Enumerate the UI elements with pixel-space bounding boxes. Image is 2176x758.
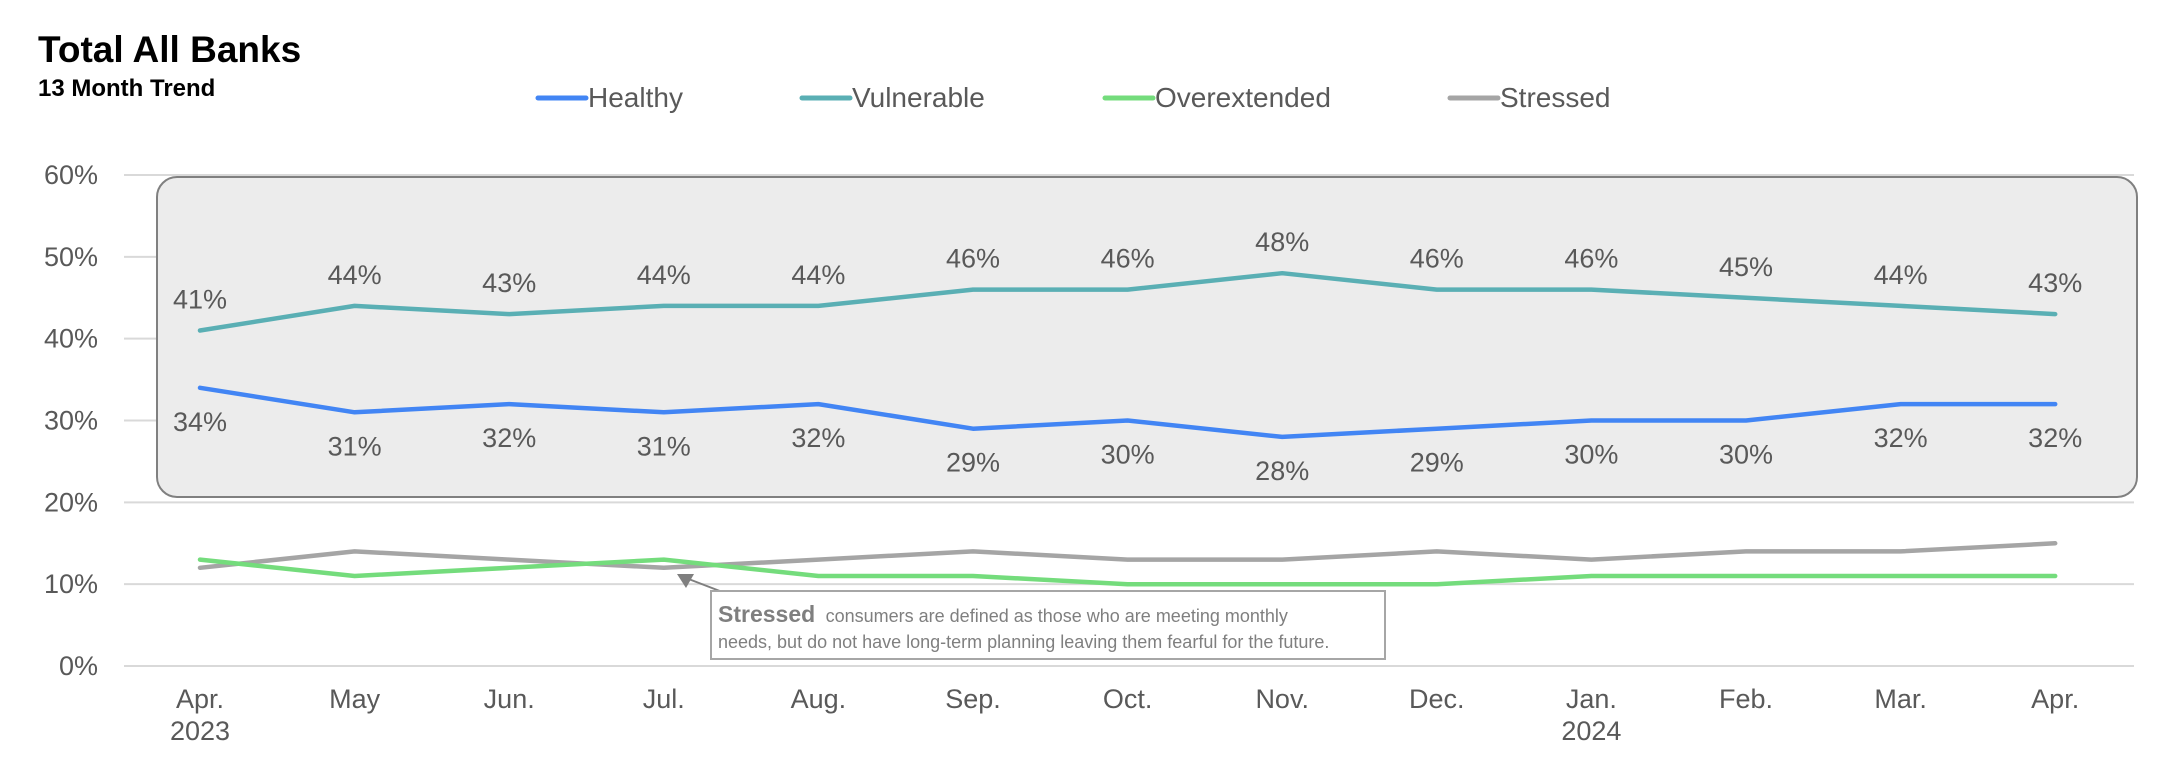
- data-label-healthy: 30%: [1101, 440, 1155, 470]
- y-tick-label: 60%: [44, 160, 98, 190]
- data-label-healthy: 32%: [791, 423, 845, 453]
- y-tick-label: 40%: [44, 324, 98, 354]
- y-tick-label: 0%: [59, 651, 98, 681]
- data-label-vulnerable: 46%: [1410, 244, 1464, 274]
- annotation-bold: Stressed: [718, 601, 815, 627]
- x-tick-label: Oct.: [1103, 684, 1153, 714]
- data-label-healthy: 31%: [637, 431, 691, 461]
- y-tick-label: 10%: [44, 569, 98, 599]
- data-label-healthy: 29%: [946, 448, 1000, 478]
- y-tick-label: 50%: [44, 242, 98, 272]
- x-tick-label: May: [329, 684, 381, 714]
- series-lines: [197, 270, 2058, 587]
- data-label-vulnerable: 46%: [946, 244, 1000, 274]
- series-line-overextended: [197, 557, 2058, 587]
- x-tick-label: Mar.: [1874, 684, 1927, 714]
- x-axis: Apr. May Jun. Jul. Aug. Sep. Oct. Nov. Dec. Jan. F…: [170, 684, 2079, 746]
- series-line-vulnerable: [197, 270, 2058, 333]
- data-label-healthy: 31%: [328, 431, 382, 461]
- annotation-text-line1: Stressed consumers are defined as those …: [718, 601, 1288, 627]
- legend-label-healthy: Healthy: [588, 82, 683, 113]
- data-label-healthy: 29%: [1410, 448, 1464, 478]
- x-tick-label: Sep.: [945, 684, 1001, 714]
- x-tick-label: Feb.: [1719, 684, 1773, 714]
- data-label-vulnerable: 46%: [1564, 244, 1618, 274]
- data-label-healthy: 30%: [1719, 440, 1773, 470]
- annotation-box: [710, 590, 1386, 660]
- x-tick-label: Jun.: [484, 684, 535, 714]
- x-tick-label: Dec.: [1409, 684, 1465, 714]
- data-label-vulnerable: 44%: [328, 260, 382, 290]
- data-label-vulnerable: 43%: [482, 268, 536, 298]
- chart-title: Total All Banks: [38, 29, 301, 70]
- data-label-healthy: 32%: [482, 423, 536, 453]
- data-label-vulnerable: 41%: [173, 284, 227, 314]
- data-label-vulnerable: 44%: [791, 260, 845, 290]
- data-label-healthy: 32%: [1874, 423, 1928, 453]
- data-label-vulnerable: 43%: [2028, 268, 2082, 298]
- y-tick-label: 20%: [44, 487, 98, 517]
- series-line-stressed: [197, 541, 2058, 571]
- x-year-label: 2023: [170, 716, 230, 746]
- data-label-vulnerable: 46%: [1101, 244, 1155, 274]
- data-label-vulnerable: 44%: [1874, 260, 1928, 290]
- annotation-arrowhead: [677, 574, 694, 588]
- x-tick-label: Jul.: [643, 684, 685, 714]
- y-axis: 0% 10% 20% 30% 40% 50% 60%: [44, 160, 98, 681]
- data-label-healthy: 30%: [1564, 440, 1618, 470]
- x-tick-label: Nov.: [1255, 684, 1309, 714]
- legend-label-vulnerable: Vulnerable: [852, 82, 985, 113]
- series-line-healthy: [197, 385, 2058, 440]
- stressed-annotation: Stressed consumers are defined as those …: [677, 574, 1386, 660]
- chart-subtitle: 13 Month Trend: [38, 75, 215, 102]
- data-label-healthy: 32%: [2028, 423, 2082, 453]
- data-label-healthy: 28%: [1255, 456, 1309, 486]
- y-tick-label: 30%: [44, 406, 98, 436]
- annotation-line2: needs, but do not have long-term plannin…: [718, 632, 1329, 652]
- x-tick-label: Apr.: [176, 684, 224, 714]
- legend: Healthy Vulnerable Overextended Stressed: [535, 82, 1611, 113]
- legend-label-overextended: Overextended: [1155, 82, 1331, 113]
- x-tick-label: Aug.: [791, 684, 847, 714]
- x-year-label: 2024: [1561, 716, 1621, 746]
- data-label-vulnerable: 45%: [1719, 252, 1773, 282]
- data-label-healthy: 34%: [173, 407, 227, 437]
- data-labels: 34% 31% 32% 31% 32% 29% 30% 28% 29% 30% 30% 32% 32% 4…: [173, 227, 2082, 486]
- x-tick-label: Jan.: [1566, 684, 1617, 714]
- data-label-vulnerable: 48%: [1255, 227, 1309, 257]
- x-tick-label: Apr.: [2031, 684, 2079, 714]
- legend-label-stressed: Stressed: [1500, 82, 1611, 113]
- highlight-region: [156, 176, 2138, 498]
- data-label-vulnerable: 44%: [637, 260, 691, 290]
- annotation-line1: consumers are defined as those who are m…: [826, 606, 1288, 626]
